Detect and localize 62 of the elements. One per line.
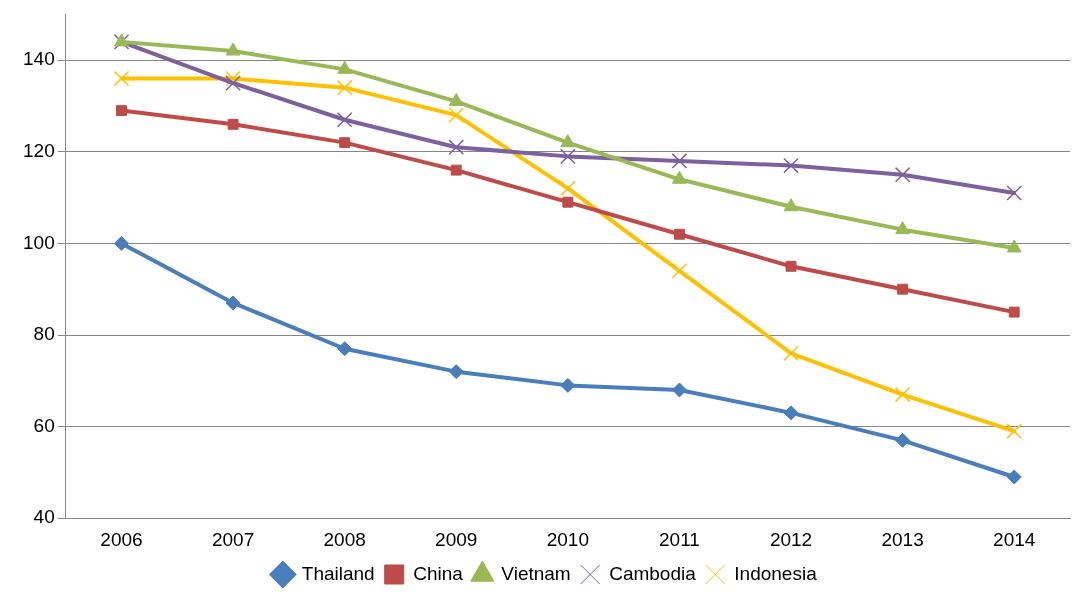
y-tick-label: 120	[23, 140, 55, 162]
point	[897, 283, 909, 295]
point	[560, 148, 576, 165]
point	[894, 166, 911, 183]
point	[336, 79, 353, 96]
x-tick-label: 2009	[435, 528, 478, 550]
legend-label: China	[413, 562, 464, 584]
point	[448, 92, 464, 106]
point	[894, 386, 911, 403]
point	[1006, 423, 1023, 439]
point	[783, 198, 799, 212]
legend-label: Thailand	[301, 562, 375, 584]
point	[895, 432, 911, 448]
point	[227, 118, 239, 130]
point	[116, 105, 127, 117]
point	[114, 235, 129, 251]
point	[225, 42, 241, 56]
y-tick-label: 140	[23, 48, 55, 70]
point	[673, 228, 685, 240]
point	[1006, 239, 1022, 253]
x-tick-label: 2014	[993, 528, 1036, 550]
point	[560, 180, 576, 197]
y-tick-label: 80	[33, 323, 55, 345]
legend-label: Indonesia	[734, 562, 818, 584]
x-tick-label: 2008	[323, 528, 366, 550]
point	[671, 153, 688, 169]
point	[1008, 306, 1020, 318]
point	[225, 75, 241, 91]
x-tick-label: 2007	[211, 528, 255, 550]
x-tick-label: 2011	[659, 528, 700, 550]
point	[895, 221, 911, 235]
point	[1006, 185, 1023, 201]
point	[783, 345, 799, 362]
x-tick-label: 2012	[769, 528, 813, 550]
x-tick-label: 2013	[881, 528, 924, 550]
point	[225, 295, 241, 311]
point	[783, 157, 799, 174]
point	[560, 134, 576, 148]
legend-label: Vietnam	[501, 562, 571, 584]
point	[448, 139, 465, 156]
x-tick-label: 2006	[100, 528, 143, 550]
point	[562, 196, 574, 208]
point	[448, 364, 464, 380]
point	[1006, 469, 1022, 485]
point	[785, 260, 797, 272]
point	[448, 107, 465, 123]
y-tick-label: 60	[33, 414, 55, 436]
y-tick-label: 100	[23, 231, 55, 253]
point	[450, 164, 462, 176]
point	[671, 263, 688, 279]
point	[336, 111, 353, 128]
point	[337, 60, 353, 74]
point	[113, 70, 130, 87]
point	[671, 382, 687, 398]
point	[339, 137, 351, 149]
point	[560, 377, 576, 393]
point	[783, 405, 799, 421]
point	[337, 341, 353, 357]
y-tick-label: 40	[33, 506, 55, 528]
point	[672, 170, 687, 184]
legend-label: Cambodia	[609, 562, 697, 584]
x-tick-label: 2010	[546, 528, 589, 550]
